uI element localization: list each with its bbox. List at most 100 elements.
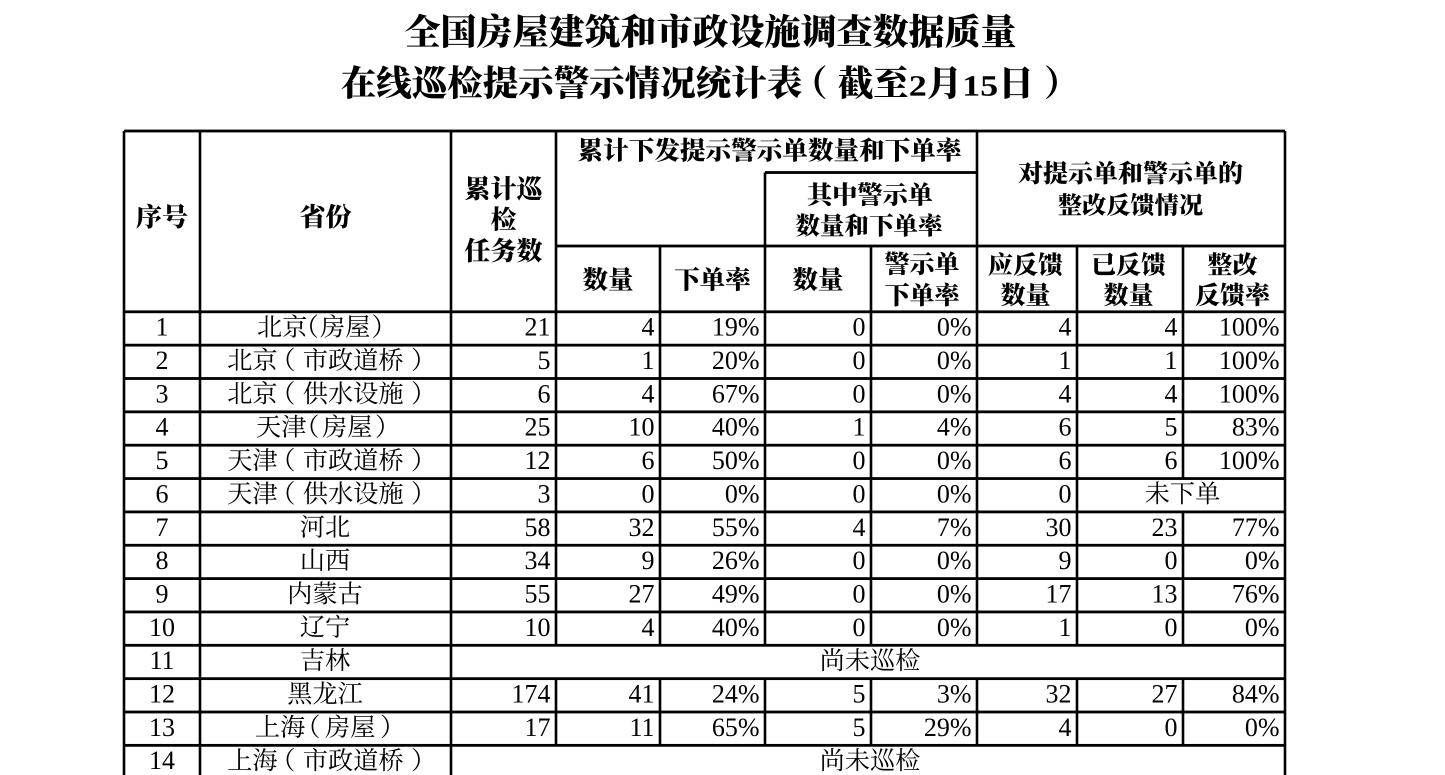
- svg-text:40%: 40%: [712, 413, 760, 442]
- svg-text:4: 4: [642, 379, 655, 408]
- svg-text:0%: 0%: [937, 479, 972, 508]
- svg-text:13: 13: [1152, 580, 1178, 609]
- svg-text:55%: 55%: [712, 513, 760, 542]
- svg-text:58: 58: [525, 513, 551, 542]
- svg-text:6: 6: [1059, 413, 1072, 442]
- svg-text:4: 4: [853, 513, 866, 542]
- svg-text:11: 11: [629, 713, 654, 742]
- svg-text:84%: 84%: [1232, 680, 1280, 709]
- svg-text:50%: 50%: [712, 446, 760, 475]
- svg-text:25: 25: [525, 413, 551, 442]
- svg-text:13: 13: [149, 713, 175, 742]
- svg-text:0: 0: [1165, 713, 1178, 742]
- svg-text:0%: 0%: [1245, 613, 1280, 642]
- svg-text:12: 12: [149, 680, 175, 709]
- svg-text:3%: 3%: [937, 680, 972, 709]
- svg-text:21: 21: [525, 313, 551, 342]
- svg-text:4: 4: [1165, 313, 1178, 342]
- svg-text:32: 32: [1046, 680, 1072, 709]
- svg-text:1: 1: [642, 346, 655, 375]
- svg-text:1: 1: [853, 413, 866, 442]
- svg-text:4: 4: [642, 313, 655, 342]
- svg-text:0: 0: [1059, 479, 1072, 508]
- svg-text:17: 17: [525, 713, 551, 742]
- svg-text:6: 6: [1059, 446, 1072, 475]
- svg-text:0: 0: [853, 580, 866, 609]
- svg-text:0: 0: [853, 546, 866, 575]
- svg-text:0: 0: [1165, 546, 1178, 575]
- svg-text:3: 3: [156, 379, 169, 408]
- svg-text:27: 27: [1152, 680, 1178, 709]
- svg-text:32: 32: [629, 513, 655, 542]
- svg-text:0%: 0%: [1245, 546, 1280, 575]
- svg-text:14: 14: [149, 746, 175, 775]
- svg-text:100%: 100%: [1219, 346, 1280, 375]
- svg-text:6: 6: [538, 379, 551, 408]
- svg-text:4: 4: [1165, 379, 1178, 408]
- svg-text:6: 6: [156, 479, 169, 508]
- svg-text:0: 0: [853, 613, 866, 642]
- svg-text:4: 4: [156, 413, 169, 442]
- svg-text:27: 27: [629, 580, 655, 609]
- svg-text:0: 0: [853, 379, 866, 408]
- svg-text:40%: 40%: [712, 613, 760, 642]
- svg-text:100%: 100%: [1219, 446, 1280, 475]
- svg-text:0: 0: [853, 479, 866, 508]
- svg-text:0%: 0%: [937, 613, 972, 642]
- svg-text:67%: 67%: [712, 379, 760, 408]
- svg-text:1: 1: [1059, 613, 1072, 642]
- svg-text:5: 5: [853, 680, 866, 709]
- svg-text:8: 8: [156, 546, 169, 575]
- svg-text:5: 5: [538, 346, 551, 375]
- svg-text:4: 4: [1059, 379, 1072, 408]
- svg-text:55: 55: [525, 580, 551, 609]
- svg-text:7: 7: [156, 513, 169, 542]
- svg-text:4: 4: [642, 613, 655, 642]
- svg-text:3: 3: [538, 479, 551, 508]
- svg-text:0: 0: [853, 346, 866, 375]
- svg-text:5: 5: [1165, 413, 1178, 442]
- svg-text:100%: 100%: [1219, 313, 1280, 342]
- svg-text:41: 41: [629, 680, 655, 709]
- svg-text:0%: 0%: [937, 546, 972, 575]
- svg-text:4: 4: [1059, 713, 1072, 742]
- svg-text:9: 9: [1059, 546, 1072, 575]
- svg-text:0%: 0%: [937, 446, 972, 475]
- svg-text:0%: 0%: [937, 580, 972, 609]
- svg-text:7%: 7%: [937, 513, 972, 542]
- svg-text:30: 30: [1046, 513, 1072, 542]
- svg-text:6: 6: [642, 446, 655, 475]
- svg-text:10: 10: [149, 613, 175, 642]
- svg-text:5: 5: [853, 713, 866, 742]
- svg-text:1: 1: [156, 313, 169, 342]
- svg-text:83%: 83%: [1232, 413, 1280, 442]
- svg-text:23: 23: [1152, 513, 1178, 542]
- svg-text:0: 0: [642, 479, 655, 508]
- svg-text:4: 4: [1059, 313, 1072, 342]
- svg-text:174: 174: [512, 680, 551, 709]
- svg-text:11: 11: [149, 646, 174, 675]
- svg-text:10: 10: [629, 413, 655, 442]
- svg-text:17: 17: [1046, 580, 1072, 609]
- svg-text:0: 0: [853, 446, 866, 475]
- svg-text:24%: 24%: [712, 680, 760, 709]
- svg-text:0: 0: [1165, 613, 1178, 642]
- svg-text:76%: 76%: [1232, 580, 1280, 609]
- svg-text:9: 9: [156, 580, 169, 609]
- svg-text:1: 1: [1165, 346, 1178, 375]
- svg-text:100%: 100%: [1219, 379, 1280, 408]
- svg-text:19%: 19%: [712, 313, 760, 342]
- svg-text:9: 9: [642, 546, 655, 575]
- svg-text:1: 1: [1059, 346, 1072, 375]
- svg-text:65%: 65%: [712, 713, 760, 742]
- svg-text:2: 2: [156, 346, 169, 375]
- svg-text:34: 34: [525, 546, 551, 575]
- svg-text:6: 6: [1165, 446, 1178, 475]
- svg-text:0%: 0%: [937, 313, 972, 342]
- svg-text:0%: 0%: [937, 379, 972, 408]
- svg-text:0: 0: [853, 313, 866, 342]
- svg-text:20%: 20%: [712, 346, 760, 375]
- svg-text:10: 10: [525, 613, 551, 642]
- svg-text:0%: 0%: [937, 346, 972, 375]
- svg-text:0%: 0%: [725, 479, 760, 508]
